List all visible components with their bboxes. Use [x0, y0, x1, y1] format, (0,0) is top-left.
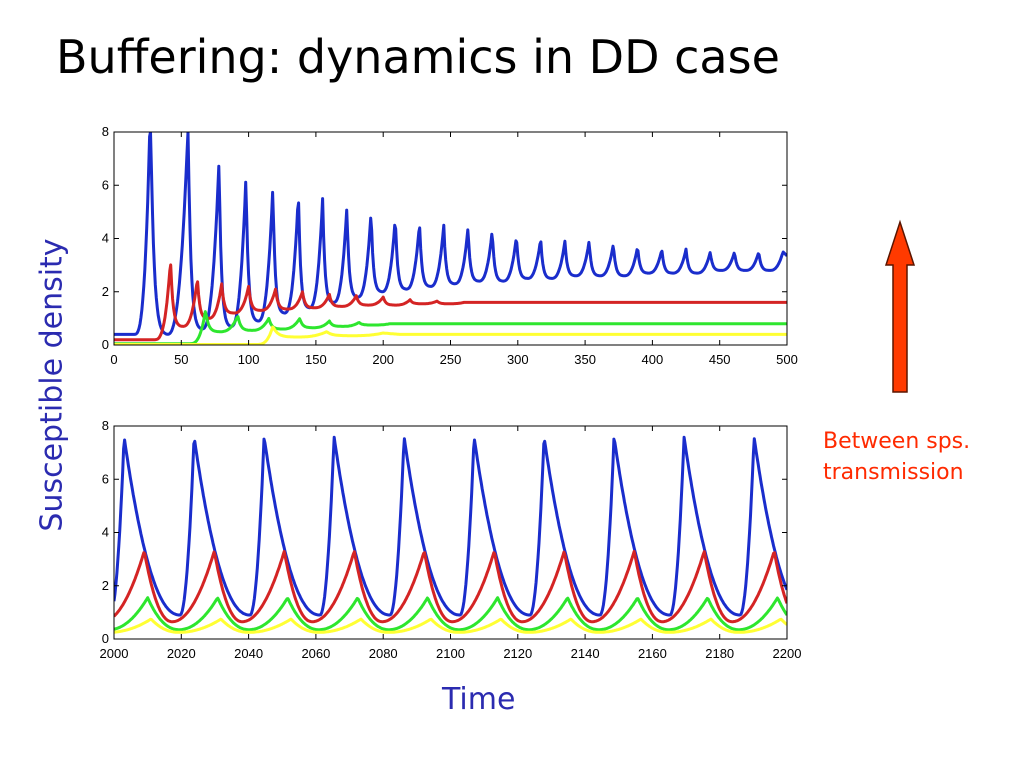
series-line-green [114, 596, 787, 632]
series-line-blue [114, 435, 787, 617]
x-tick-label: 2100 [436, 646, 465, 661]
x-tick-label: 2120 [503, 646, 532, 661]
x-tick-label: 450 [709, 352, 731, 367]
annotation-line-1: Between sps. [823, 429, 971, 454]
up-arrow-icon [884, 219, 916, 393]
x-tick-label: 500 [776, 352, 798, 367]
x-tick-label: 100 [238, 352, 260, 367]
x-tick-label: 250 [440, 352, 462, 367]
x-tick-label: 2200 [773, 646, 802, 661]
y-tick-label: 2 [102, 284, 109, 299]
series-line-red [114, 263, 787, 342]
x-tick-label: 2140 [571, 646, 600, 661]
annotation-line-2: transmission [823, 460, 964, 485]
y-tick-label: 4 [102, 231, 109, 246]
x-tick-label: 150 [305, 352, 327, 367]
x-tick-label: 2180 [705, 646, 734, 661]
y-tick-label: 8 [102, 418, 109, 433]
x-tick-label: 350 [574, 352, 596, 367]
y-tick-label: 4 [102, 525, 109, 540]
x-tick-label: 2000 [100, 646, 129, 661]
top-chart: 0 50 100 150 200 250 300 350 400 450 500 0 2 4 6 8 [102, 124, 798, 367]
x-tick-label: 200 [372, 352, 394, 367]
y-tick-label: 0 [102, 631, 109, 646]
series-line-green [114, 310, 787, 345]
y-tick-label: 8 [102, 124, 109, 139]
y-tick-label: 6 [102, 471, 109, 486]
series-line-blue [114, 132, 787, 336]
x-tick-label: 2160 [638, 646, 667, 661]
series-line-red [114, 550, 787, 624]
y-tick-label: 2 [102, 578, 109, 593]
y-tick-label: 0 [102, 337, 109, 352]
x-tick-label: 2020 [167, 646, 196, 661]
annotation: Between sps. transmission [823, 426, 970, 488]
bottom-chart: 2000 2020 2040 2060 2080 2100 2120 2140 2160 2180… [100, 418, 802, 661]
x-tick-label: 0 [110, 352, 117, 367]
slide-title: Buffering: dynamics in DD case [56, 30, 780, 84]
x-tick-label: 2040 [234, 646, 263, 661]
x-tick-label: 50 [174, 352, 188, 367]
x-tick-label: 300 [507, 352, 529, 367]
y-tick-label: 6 [102, 177, 109, 192]
x-axis-label: Time [442, 682, 516, 717]
x-tick-label: 2060 [301, 646, 330, 661]
x-tick-label: 2080 [369, 646, 398, 661]
series-line-yellow [114, 617, 787, 634]
x-tick-label: 400 [642, 352, 664, 367]
